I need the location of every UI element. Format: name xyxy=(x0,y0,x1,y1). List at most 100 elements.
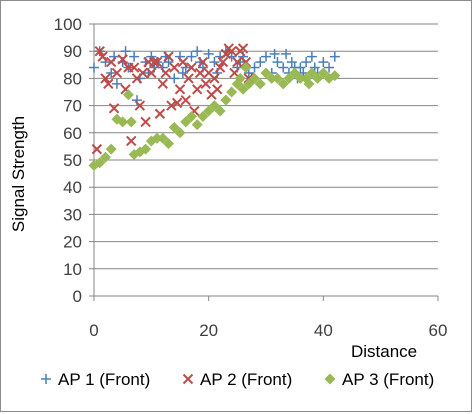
y-tick-label-20: 20 xyxy=(63,233,82,252)
series-1-point-51 xyxy=(295,62,306,73)
series-2-point-24 xyxy=(163,51,174,62)
series-2-point-44 xyxy=(220,48,232,60)
series-2-point-2 xyxy=(97,51,108,62)
series-3-point-7 xyxy=(125,116,137,128)
series-3-point-46 xyxy=(329,70,341,82)
series-2-point-3 xyxy=(100,73,111,84)
series-1-point-20 xyxy=(169,73,180,84)
series-2-point-7 xyxy=(111,67,123,79)
series-2-point-35 xyxy=(194,67,206,79)
series-1-point-24 xyxy=(186,51,197,62)
gridlines xyxy=(94,23,438,270)
y-tick-label-50: 50 xyxy=(63,151,82,170)
series-3-point-28 xyxy=(237,83,249,95)
series-3-point-34 xyxy=(266,72,278,84)
series-1-point-19 xyxy=(163,57,174,68)
series-3-point-42 xyxy=(306,67,318,79)
series-1-point-59 xyxy=(329,51,340,62)
series-3-point-10 xyxy=(140,143,152,155)
legend-label-3: AP 3 (Front) xyxy=(342,370,434,389)
series-3-point-38 xyxy=(289,67,301,79)
series-1-point-22 xyxy=(177,67,188,78)
series-2-point-22 xyxy=(157,78,169,90)
series-2-point-36 xyxy=(197,56,209,68)
series-3-point-23 xyxy=(214,105,226,117)
y-tick-label-100: 100 xyxy=(54,15,82,34)
x-axis-title: Distance xyxy=(351,342,417,361)
x-tick-label-0: 0 xyxy=(89,321,98,340)
series-2-point-8 xyxy=(117,54,128,65)
series-1-point-48 xyxy=(286,57,297,68)
y-tick-label-60: 60 xyxy=(63,124,82,143)
series-2-point-4 xyxy=(103,78,114,90)
y-tick-label-40: 40 xyxy=(63,178,82,197)
series-1-point-0 xyxy=(89,62,99,73)
series-2-point-41 xyxy=(212,84,223,95)
series-2-point-25 xyxy=(166,100,177,111)
series-2-point-31 xyxy=(183,73,194,84)
series-2-point-14 xyxy=(134,100,146,111)
series-2-point-27 xyxy=(171,97,183,109)
y-tick-label-70: 70 xyxy=(63,97,82,116)
series-2-point-19 xyxy=(148,56,160,68)
series-3-point-16 xyxy=(174,127,186,139)
series-1-point-46 xyxy=(281,48,292,59)
series-1-point-28 xyxy=(203,48,214,59)
legend-marker-1 xyxy=(41,374,51,384)
y-tick-label-0: 0 xyxy=(73,287,82,306)
y-tick-labels: 0 10 20 30 40 50 60 70 80 90 100 xyxy=(54,15,82,306)
series-1-point-40 xyxy=(255,57,266,68)
series-2-point-28 xyxy=(174,84,186,95)
series-3-point-3 xyxy=(105,143,117,155)
series-2-point-11 xyxy=(126,135,137,147)
series-2-point-42 xyxy=(214,62,226,73)
series-3-point-24 xyxy=(220,94,232,106)
series-layer xyxy=(88,43,341,171)
series-3-point-18 xyxy=(185,110,197,122)
series-2-point-46 xyxy=(226,45,237,57)
series-3-point-2 xyxy=(99,151,111,163)
series-2-point-16 xyxy=(140,116,151,128)
series-1-point-7 xyxy=(120,46,131,57)
x-tick-label-40: 40 xyxy=(314,321,333,340)
series-3-point-19 xyxy=(191,119,203,131)
series-2-point-0 xyxy=(91,143,103,155)
legend: AP 1 (Front) AP 2 (Front) AP 3 (Front) xyxy=(41,370,434,389)
series-1-point-41 xyxy=(261,51,271,62)
y-tick-label-90: 90 xyxy=(63,42,82,61)
legend-label-2: AP 2 (Front) xyxy=(200,370,292,389)
series-3-point-36 xyxy=(277,78,289,90)
axes xyxy=(89,23,439,301)
series-3-point-35 xyxy=(271,72,283,84)
series-3-point-17 xyxy=(180,116,192,128)
series-3-point-14 xyxy=(163,138,175,150)
series-3-point-37 xyxy=(283,72,295,84)
series-3-point-22 xyxy=(208,100,220,112)
series-1-point-9 xyxy=(129,51,140,62)
x-tick-label-20: 20 xyxy=(199,321,218,340)
series-2-point-30 xyxy=(180,94,191,106)
series-3 xyxy=(88,62,341,171)
series-3-point-30 xyxy=(243,78,255,90)
series-3-point-6 xyxy=(122,89,134,101)
series-3-point-31 xyxy=(249,72,261,84)
series-2-point-29 xyxy=(177,56,189,68)
series-2-point-32 xyxy=(186,62,197,73)
legend-marker-2 xyxy=(182,373,194,385)
series-2-point-26 xyxy=(169,62,180,73)
series-3-point-27 xyxy=(234,72,246,84)
x-tick-label-60: 60 xyxy=(429,321,448,340)
y-axis-title: Signal Strength xyxy=(9,116,28,232)
x-tick-labels: 0 20 40 60 xyxy=(89,321,447,340)
series-1-point-57 xyxy=(318,57,329,68)
series-2-point-50 xyxy=(237,43,249,54)
y-tick-label-10: 10 xyxy=(63,260,82,279)
series-3-point-5 xyxy=(117,116,129,128)
series-3-point-29 xyxy=(240,62,252,74)
series-3-point-12 xyxy=(151,132,163,144)
y-tick-label-80: 80 xyxy=(63,69,82,88)
legend-marker-3 xyxy=(324,373,336,385)
legend-label-1: AP 1 (Front) xyxy=(58,370,150,389)
series-1-point-29 xyxy=(209,57,220,68)
